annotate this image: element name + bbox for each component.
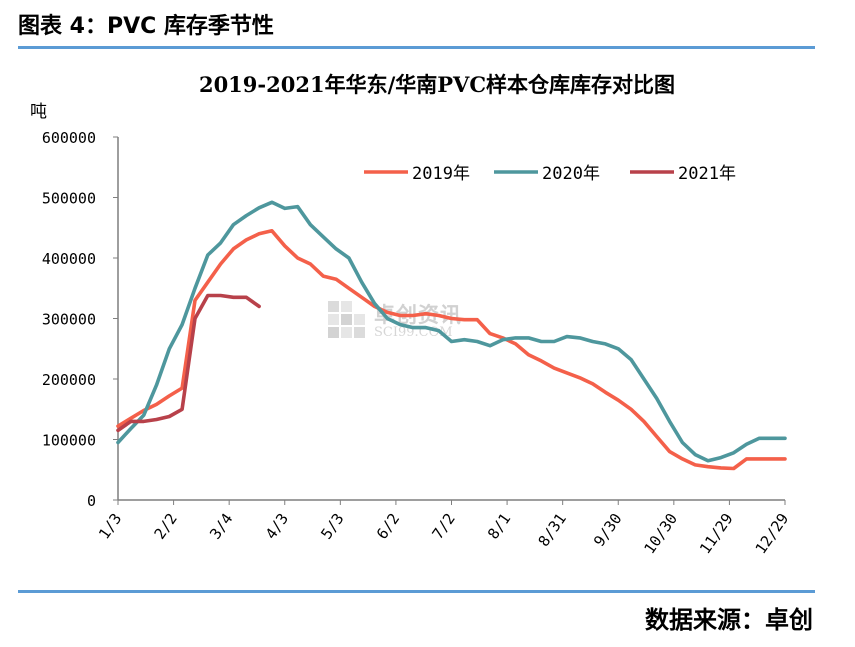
- x-tick-label: 4/3: [262, 510, 292, 543]
- x-tick-label: 6/2: [373, 510, 403, 543]
- series-line-2021年: [116, 293, 261, 433]
- x-tick-label: 11/29: [696, 510, 737, 557]
- series-line-2019年: [116, 229, 787, 471]
- y-tick-label: 500000: [42, 190, 96, 208]
- legend-label: 2020年: [542, 164, 600, 184]
- top-divider: [18, 46, 815, 49]
- legend-label: 2019年: [412, 164, 470, 184]
- x-tick-label: 3/4: [206, 510, 236, 543]
- y-tick-label: 0: [87, 492, 96, 510]
- x-tick-label: 8/1: [484, 510, 514, 543]
- x-tick-label: 12/29: [752, 510, 793, 557]
- y-tick-label: 400000: [42, 250, 96, 268]
- x-tick-label: 5/3: [317, 510, 347, 543]
- y-tick-label: 300000: [42, 311, 96, 329]
- source-note: 数据来源：卓创: [645, 606, 813, 634]
- x-tick-label: 9/30: [590, 510, 625, 550]
- x-tick-label: 1/3: [95, 510, 125, 543]
- figure-title: 图表 4：PVC 库存季节性: [18, 14, 274, 39]
- chart-title: 2019-2021年华东/华南PVC样本仓库库存对比图: [199, 72, 675, 97]
- y-tick-label: 600000: [42, 129, 96, 147]
- series-line-2020年: [116, 200, 787, 463]
- x-tick-label: 2/2: [151, 510, 181, 543]
- y-tick-label: 100000: [42, 432, 96, 450]
- x-tick-label: 8/31: [534, 510, 569, 550]
- bottom-divider: [18, 590, 815, 593]
- x-tick-label: 10/30: [640, 510, 681, 557]
- legend-label: 2021年: [678, 164, 736, 184]
- y-tick-label: 200000: [42, 371, 96, 389]
- y-axis-label: 吨: [30, 102, 47, 122]
- watermark-logo-icon: [328, 301, 365, 338]
- x-tick-label: 7/2: [428, 510, 458, 543]
